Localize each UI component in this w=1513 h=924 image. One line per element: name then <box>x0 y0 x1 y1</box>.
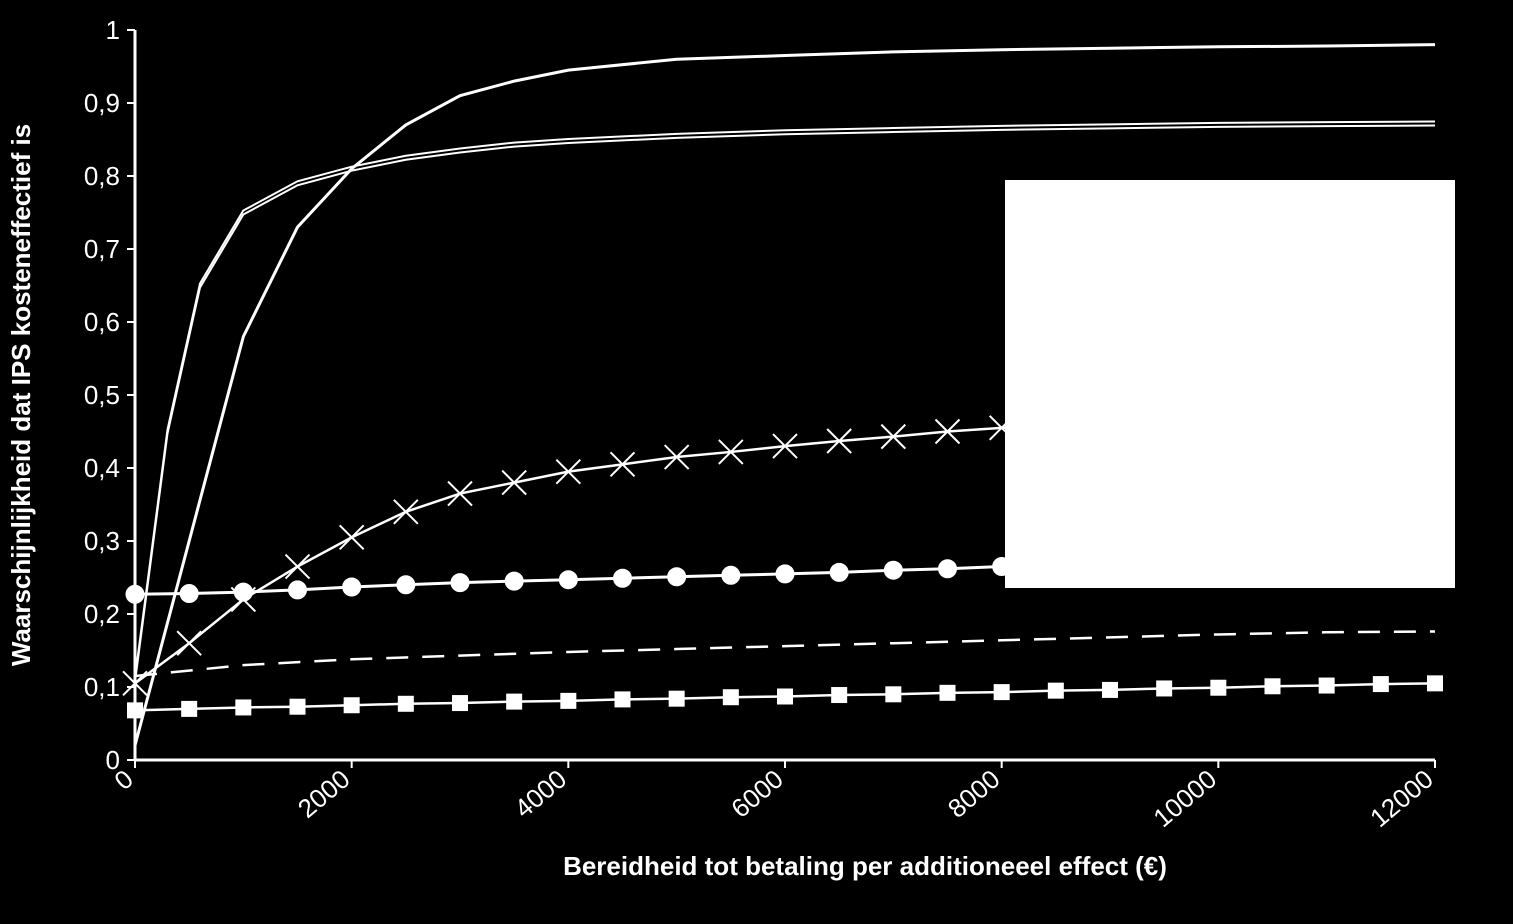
marker-square <box>1427 675 1443 691</box>
marker-square <box>615 691 631 707</box>
y-tick-label: 0,8 <box>84 161 120 191</box>
marker-circle <box>234 583 252 601</box>
marker-circle <box>939 560 957 578</box>
marker-square <box>127 702 143 718</box>
x-axis-title: Bereidheid tot betaling per additioneeel… <box>563 851 1167 881</box>
marker-square <box>1102 682 1118 698</box>
x-tick-label: 12000 <box>1364 764 1439 833</box>
y-tick-label: 0,3 <box>84 526 120 556</box>
y-tick-label: 1 <box>106 15 120 45</box>
marker-square <box>560 693 576 709</box>
x-tick-label: 10000 <box>1148 764 1223 833</box>
marker-circle <box>505 572 523 590</box>
x-tick-label: 2000 <box>292 764 356 824</box>
marker-square <box>940 685 956 701</box>
marker-circle <box>830 563 848 581</box>
y-tick-label: 0,2 <box>84 599 120 629</box>
marker-square <box>1156 680 1172 696</box>
y-tick-label: 0,5 <box>84 380 120 410</box>
x-tick-label: 8000 <box>942 764 1006 824</box>
y-tick-label: 0,1 <box>84 672 120 702</box>
marker-circle <box>451 574 469 592</box>
marker-square <box>1319 678 1335 694</box>
marker-circle <box>343 578 361 596</box>
x-tick-label: 0 <box>108 764 138 796</box>
marker-square <box>777 688 793 704</box>
marker-square <box>1210 680 1226 696</box>
y-tick-label: 0,9 <box>84 88 120 118</box>
marker-square <box>1265 678 1281 694</box>
marker-square <box>506 694 522 710</box>
marker-square <box>885 686 901 702</box>
marker-circle <box>126 585 144 603</box>
marker-circle <box>884 561 902 579</box>
marker-square <box>398 696 414 712</box>
y-axis-title: Waarschijnlijkheid dat IPS kosteneffecti… <box>6 124 36 666</box>
marker-circle <box>668 568 686 586</box>
x-tick-label: 6000 <box>725 764 789 824</box>
marker-circle <box>559 571 577 589</box>
y-tick-label: 0,7 <box>84 234 120 264</box>
marker-square <box>235 699 251 715</box>
marker-square <box>181 701 197 717</box>
marker-square <box>1373 676 1389 692</box>
legend-box <box>1005 180 1455 588</box>
y-tick-label: 0,4 <box>84 453 120 483</box>
marker-square <box>1048 683 1064 699</box>
marker-circle <box>397 576 415 594</box>
x-tick-label: 4000 <box>509 764 573 824</box>
chart-container: 00,10,20,30,40,50,60,70,80,9102000400060… <box>0 0 1513 924</box>
marker-square <box>290 699 306 715</box>
marker-square <box>452 695 468 711</box>
marker-circle <box>289 581 307 599</box>
marker-circle <box>776 565 794 583</box>
marker-square <box>831 687 847 703</box>
marker-square <box>994 684 1010 700</box>
line-chart: 00,10,20,30,40,50,60,70,80,9102000400060… <box>0 0 1513 924</box>
marker-square <box>723 689 739 705</box>
series-line <box>135 632 1435 677</box>
marker-circle <box>722 566 740 584</box>
marker-square <box>669 691 685 707</box>
marker-circle <box>180 585 198 603</box>
marker-circle <box>614 569 632 587</box>
y-tick-label: 0,6 <box>84 307 120 337</box>
marker-square <box>344 697 360 713</box>
